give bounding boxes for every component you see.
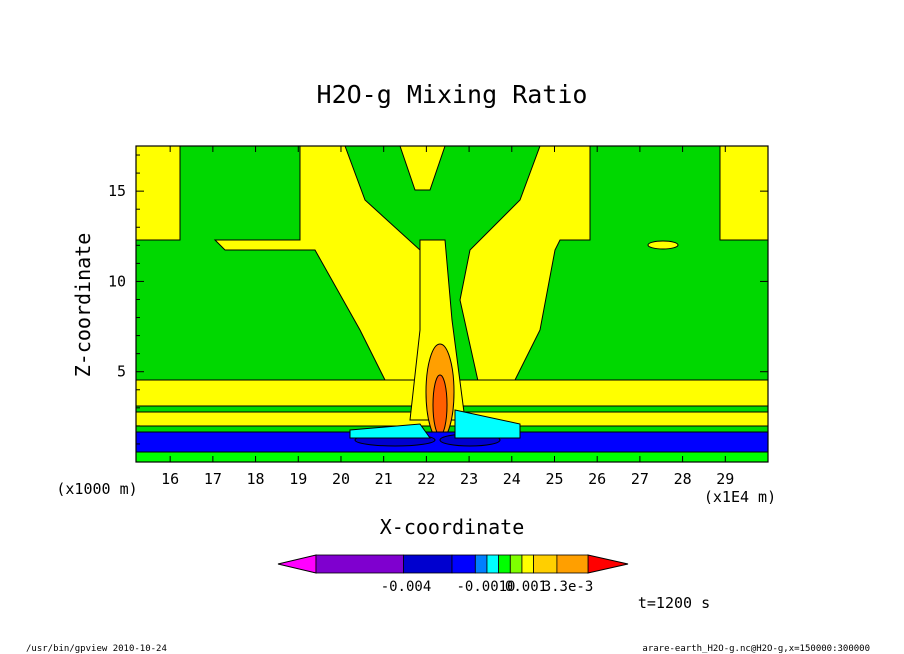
colorbar-high-arrow [588, 555, 628, 573]
x-tick-label: 19 [289, 470, 307, 488]
colorbar-swatch [499, 555, 511, 573]
footer-left: /usr/bin/gpview 2010-10-24 [26, 644, 167, 654]
colorbar-swatch [487, 555, 499, 573]
x-tick-label: 29 [716, 470, 734, 488]
colorbar-swatch [475, 555, 487, 573]
colorbar-swatch [316, 555, 403, 573]
y-tick-label: 15 [108, 182, 126, 200]
colorbar-swatch [522, 555, 534, 573]
peak-region [433, 375, 447, 435]
y-unit-label: (x1000 m) [56, 480, 137, 498]
x-tick-label: 27 [631, 470, 649, 488]
x-tick-label: 20 [332, 470, 350, 488]
time-label: t=1200 s [638, 594, 710, 612]
x-tick-label: 17 [204, 470, 222, 488]
x-unit-label: (x1E4 m) [704, 488, 776, 506]
chart-title: H2O-g Mixing Ratio [317, 80, 588, 109]
x-tick-label: 25 [545, 470, 563, 488]
colorbar-label: 3.3e-3 [543, 579, 594, 595]
colorbar-swatch [452, 555, 475, 573]
upper-right-plume [720, 146, 768, 240]
y-tick-label: 5 [117, 363, 126, 381]
x-tick-label: 24 [503, 470, 521, 488]
chart: H2O-g Mixing Ratio 16 17 18 19 20 21 22 23 24 25 2… [0, 0, 904, 654]
colorbar-low-arrow [278, 555, 316, 573]
x-tick-label: 26 [588, 470, 606, 488]
x-tick-label: 23 [460, 470, 478, 488]
colorbar-label: 0.001 [505, 579, 547, 595]
x-tick-label: 18 [247, 470, 265, 488]
colorbar-swatch [403, 555, 452, 573]
footer-right: arare-earth_H2O-g.nc@H2O-g,x=150000:3000… [642, 644, 870, 654]
upper-left-plume [136, 146, 180, 240]
x-tick-label: 22 [417, 470, 435, 488]
contour-field [136, 146, 768, 462]
x-tick-label: 21 [375, 470, 393, 488]
colorbar-label: -0.004 [381, 579, 432, 595]
y-tick-label: 10 [108, 272, 126, 290]
x-tick-label: 28 [674, 470, 692, 488]
small-cell [648, 241, 678, 249]
y-axis-label: Z-coordinate [71, 233, 95, 378]
surface-band [136, 452, 768, 462]
x-axis-label: X-coordinate [380, 515, 525, 539]
colorbar-swatch [557, 555, 588, 573]
colorbar-swatch [510, 555, 522, 573]
x-tick-label: 16 [161, 470, 179, 488]
colorbar-swatch [534, 555, 557, 573]
